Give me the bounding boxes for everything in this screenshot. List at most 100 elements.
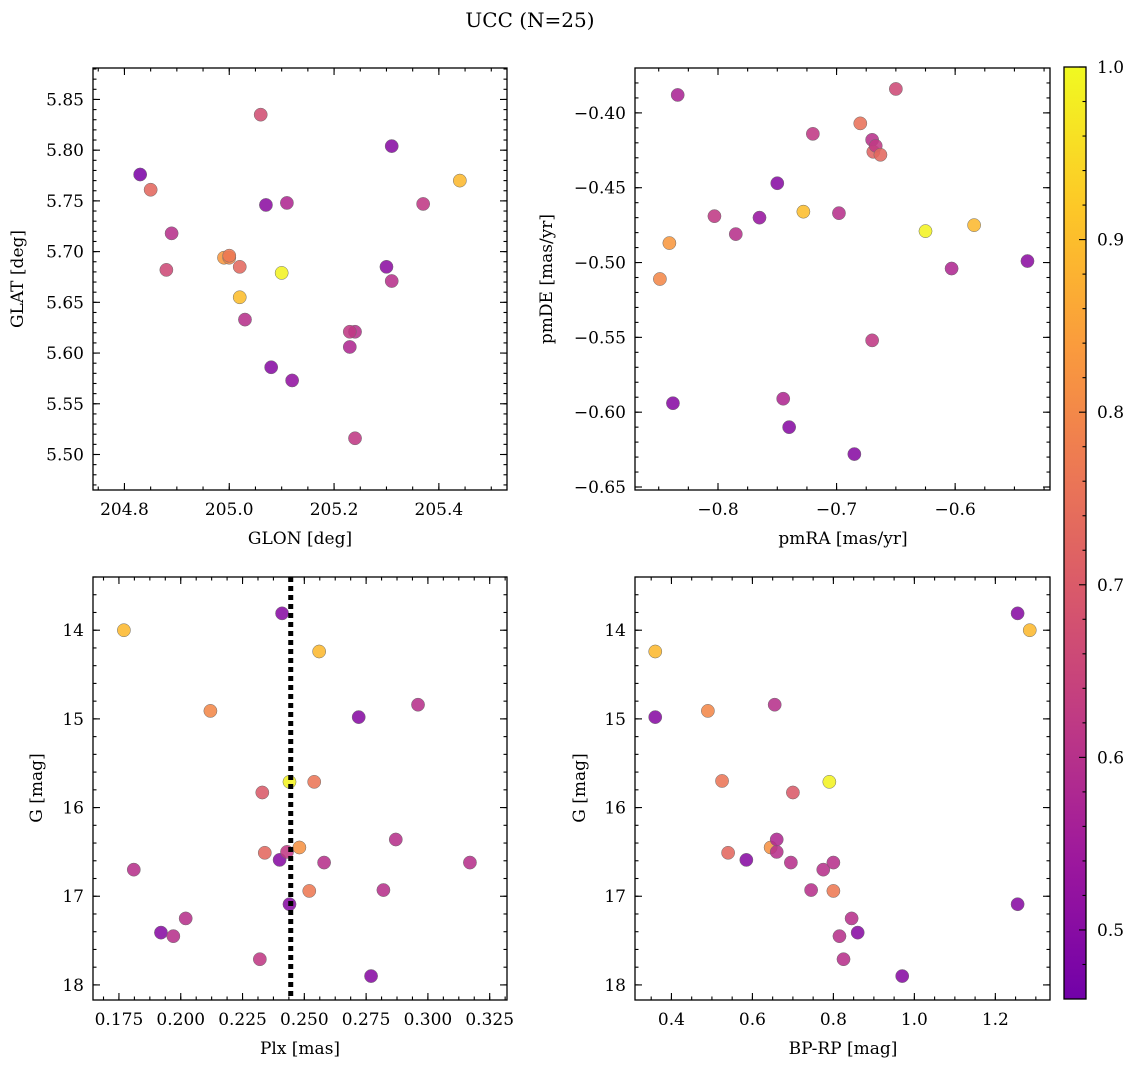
ticks xyxy=(93,68,507,490)
data-point xyxy=(853,116,868,131)
y-tick-label: −0.60 xyxy=(574,403,626,423)
data-point xyxy=(292,840,307,855)
x-tick-label: 0.275 xyxy=(342,1010,391,1030)
data-point xyxy=(280,196,294,210)
data-point xyxy=(133,167,148,182)
y-tick-label: −0.40 xyxy=(574,104,626,124)
data-point xyxy=(832,206,846,221)
data-point xyxy=(847,447,862,461)
colorbar: 0.5 0.6 0.7 0.8 0.9 1.0 xyxy=(1063,58,1124,1000)
data-point xyxy=(203,704,218,718)
x-tick-label: 0.200 xyxy=(156,1010,205,1030)
y-tick-label: 5.70 xyxy=(46,243,84,263)
plot-frame xyxy=(92,67,508,491)
y-tick-label: −0.50 xyxy=(574,254,626,274)
ticks xyxy=(93,576,507,1000)
x-tick-label: −0.6 xyxy=(935,500,976,520)
x-tick-labels: 204.8 205.0 205.2 205.4 xyxy=(100,500,463,520)
y-tick-label: 16 xyxy=(62,799,84,819)
data-point xyxy=(384,274,399,288)
y-tick-label: 17 xyxy=(604,887,626,907)
data-point xyxy=(388,832,403,847)
data-point xyxy=(257,845,272,860)
data-point xyxy=(238,312,252,327)
data-point xyxy=(274,266,289,280)
x-tick-label: 1.2 xyxy=(982,1010,1009,1030)
data-point xyxy=(653,272,667,286)
x-tick-label: 205.2 xyxy=(310,500,359,520)
markers xyxy=(133,107,467,446)
data-point xyxy=(253,107,268,122)
data-point xyxy=(342,340,357,354)
data-point xyxy=(285,373,299,388)
data-point xyxy=(348,431,362,446)
x-axis-label: GLON [deg] xyxy=(248,529,352,549)
data-point xyxy=(836,952,851,967)
data-point xyxy=(752,210,767,225)
data-point xyxy=(850,925,865,940)
data-point xyxy=(769,832,784,847)
x-tick-label: 0.300 xyxy=(404,1010,453,1030)
x-tick-label: −0.7 xyxy=(816,500,857,520)
data-point xyxy=(832,929,847,944)
y-tick-label: 5.65 xyxy=(46,293,84,313)
x-tick-label: −0.8 xyxy=(697,500,738,520)
y-tick-labels: 14 15 16 17 18 xyxy=(604,621,626,996)
y-tick-labels: 5.50 5.55 5.60 5.65 5.70 5.75 5.80 5.85 xyxy=(46,90,84,465)
data-point xyxy=(782,420,796,434)
data-point xyxy=(463,855,477,870)
data-point xyxy=(452,173,467,188)
x-tick-label: 0.325 xyxy=(465,1010,514,1030)
data-point xyxy=(796,204,811,219)
x-tick-label: 1.0 xyxy=(901,1010,928,1030)
y-tick-label: 5.75 xyxy=(46,192,84,212)
plot-frame xyxy=(92,576,508,1001)
data-point xyxy=(776,391,791,406)
data-point xyxy=(826,884,841,898)
y-tick-label: 5.50 xyxy=(46,445,84,465)
data-point xyxy=(889,82,903,96)
colorbar-tick-label: 0.6 xyxy=(1097,748,1124,768)
data-point xyxy=(159,263,174,277)
y-tick-label: 15 xyxy=(604,710,626,730)
x-tick-labels: −0.8 −0.7 −0.6 xyxy=(697,500,975,520)
x-axis-label: pmRA [mas/yr] xyxy=(778,529,907,549)
data-point xyxy=(707,209,722,223)
data-point xyxy=(728,227,743,241)
data-point xyxy=(873,147,888,162)
y-tick-label: 16 xyxy=(604,799,626,819)
y-tick-labels: −0.65 −0.60 −0.55 −0.50 −0.45 −0.40 xyxy=(574,104,626,498)
y-axis-label: GLAT [deg] xyxy=(8,230,28,328)
x-tick-label: 0.175 xyxy=(95,1010,144,1030)
y-tick-label: 17 xyxy=(62,887,84,907)
data-point xyxy=(666,396,680,411)
data-point xyxy=(232,290,247,305)
data-point xyxy=(317,855,331,870)
data-point xyxy=(379,259,394,274)
y-tick-label: 18 xyxy=(62,976,84,996)
data-point xyxy=(384,139,399,153)
y-tick-labels: 14 15 16 17 18 xyxy=(62,621,84,996)
x-axis-label: Plx [mas] xyxy=(260,1039,340,1059)
y-tick-label: 14 xyxy=(604,621,626,641)
x-tick-label: 205.4 xyxy=(415,500,464,520)
data-point xyxy=(721,845,735,860)
colorbar-tick-label: 0.8 xyxy=(1097,403,1124,423)
data-point xyxy=(143,182,158,197)
data-point xyxy=(1020,254,1035,268)
data-point xyxy=(154,925,168,940)
x-tick-label: 0.4 xyxy=(658,1010,685,1030)
data-point xyxy=(662,236,677,250)
y-tick-label: 5.80 xyxy=(46,141,84,161)
data-point xyxy=(844,911,859,926)
data-point xyxy=(232,259,247,274)
y-axis-label: G [mag] xyxy=(27,753,47,822)
colorbar-ticks: 0.5 0.6 0.7 0.8 0.9 1.0 xyxy=(1079,58,1124,966)
data-point xyxy=(302,884,317,898)
y-tick-label: 5.55 xyxy=(46,395,84,415)
x-tick-label: 0.8 xyxy=(820,1010,847,1030)
colorbar-tick-label: 1.0 xyxy=(1097,58,1124,78)
x-tick-label: 0.250 xyxy=(280,1010,329,1030)
data-point xyxy=(166,929,181,944)
